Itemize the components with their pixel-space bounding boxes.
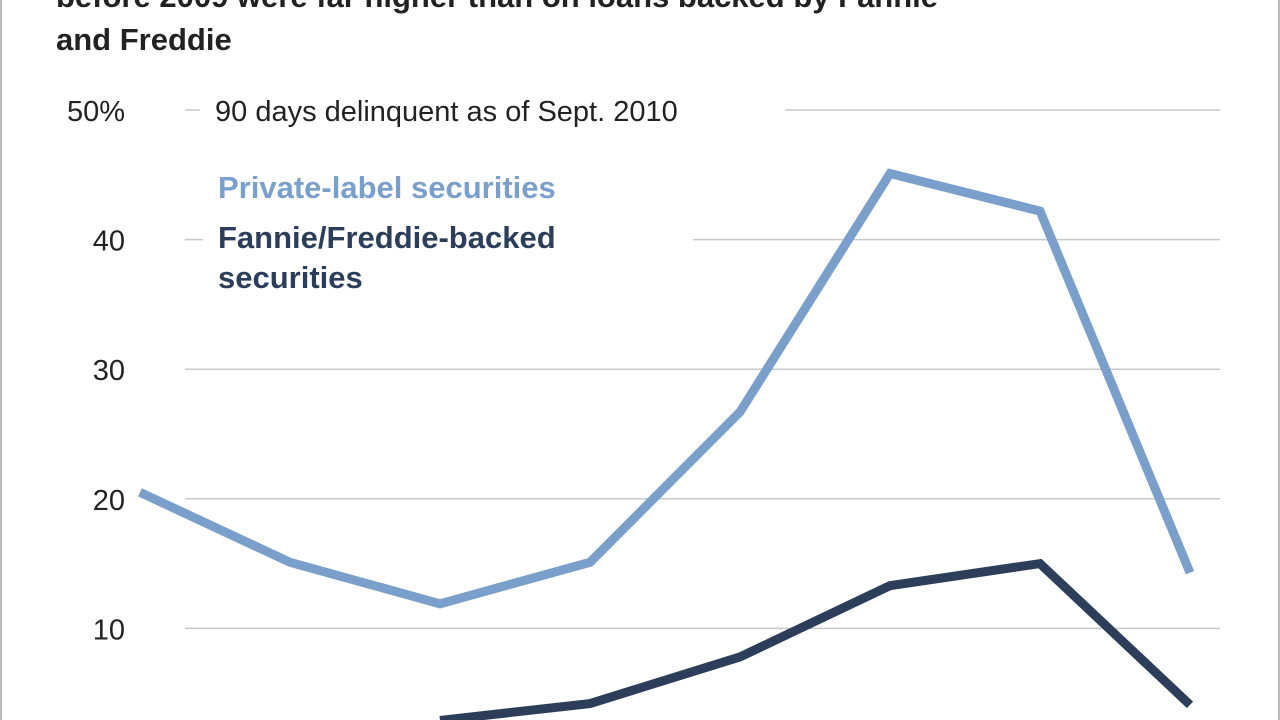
legend-entry: Fannie/Freddie-backed securities — [218, 220, 556, 295]
legend-backing — [203, 218, 693, 308]
series-line — [138, 168, 1195, 609]
series-line — [439, 558, 1194, 720]
chart-title-line: and Freddie — [56, 22, 232, 57]
y-tick-label: 30 — [93, 355, 125, 387]
legend-entry: Private-label securities — [218, 170, 556, 205]
legend-label: Private-label securities — [218, 170, 556, 205]
legend-label: Fannie/Freddie-backed securities — [218, 220, 556, 295]
annotation: 90 days delinquent as of Sept. 2010 — [215, 96, 678, 128]
y-tick-label: 50% — [67, 96, 125, 128]
labels: 10 20 30 40 50% 90 days delinquent as of Sept… — [67, 90, 785, 646]
chart-title-line: before 2009 were far higher than on loan… — [56, 0, 938, 14]
y-tick-label: 20 — [93, 485, 125, 517]
annotation-backing — [200, 90, 785, 130]
legend-backing — [203, 172, 673, 214]
y-tick-label: 40 — [93, 226, 125, 258]
y-tick-label: 10 — [93, 614, 125, 646]
plot-lines — [138, 168, 1195, 720]
